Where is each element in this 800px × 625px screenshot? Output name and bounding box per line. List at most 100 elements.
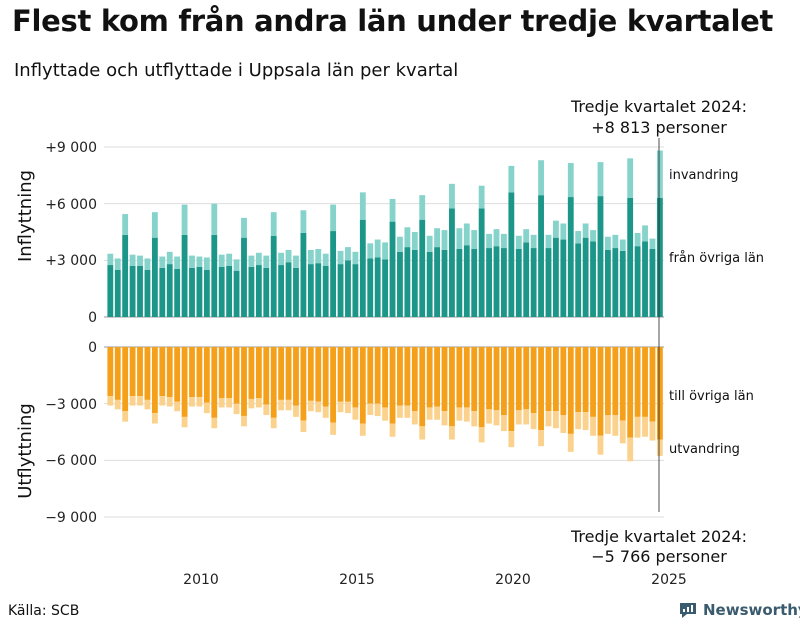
- inflow-bar-international: [404, 227, 411, 248]
- inflow-bar-international: [382, 242, 389, 260]
- inflow-bar-domestic: [226, 266, 233, 317]
- legend-fran-ovriga-lan: från övriga län: [669, 251, 764, 266]
- outflow-bar-domestic: [426, 347, 433, 408]
- outflow-bar-international: [330, 422, 337, 435]
- outflow-bar-domestic: [263, 347, 270, 405]
- outflow-bar-international: [382, 407, 389, 421]
- outflow-bar-domestic: [478, 347, 485, 428]
- inflow-bar-international: [411, 232, 418, 250]
- inflow-bar-domestic: [419, 219, 426, 317]
- outflow-bar-domestic: [560, 347, 567, 415]
- outflow-bar-international: [612, 415, 619, 436]
- outflow-bar-international: [523, 409, 530, 425]
- inflow-bar-domestic: [359, 219, 366, 317]
- inflow-bar-domestic: [501, 248, 507, 317]
- outflow-bar-international: [597, 435, 604, 455]
- inflow-bar-international: [293, 255, 299, 268]
- inflow-bar-domestic: [619, 250, 626, 317]
- inflow-bar-domestic: [523, 242, 530, 317]
- outflow-bar-international: [619, 420, 626, 444]
- inflow-bar-domestic: [218, 266, 225, 317]
- inflow-bar-domestic: [538, 195, 544, 317]
- inflow-bar-international: [515, 235, 522, 249]
- outflow-ytick-6000: −6 000: [45, 453, 97, 469]
- inflow-bar-international: [322, 253, 329, 266]
- inflow-annotation-line2: +8 813 personer: [591, 118, 727, 137]
- outflow-bar-domestic: [278, 347, 285, 400]
- outflow-bar-domestic: [359, 347, 366, 424]
- inflow-bar-domestic: [426, 251, 433, 317]
- inflow-bar-international: [300, 210, 307, 233]
- outflow-bar-international: [285, 399, 292, 411]
- outflow-ylabel: Utflyttning: [15, 403, 36, 499]
- inflow-ytick-6000: +6 000: [45, 197, 97, 213]
- inflow-bar-domestic: [166, 264, 173, 317]
- inflow-bar-domestic: [612, 248, 619, 317]
- inflow-bar-international: [203, 257, 210, 270]
- inflow-bar-international: [218, 254, 225, 267]
- inflow-bar-domestic: [151, 237, 158, 317]
- inflow-bar-international: [538, 160, 544, 196]
- outflow-bar-domestic: [419, 347, 426, 427]
- inflow-bar-domestic: [567, 197, 574, 317]
- outflow-bar-international: [463, 407, 470, 422]
- outflow-bar-domestic: [463, 347, 470, 408]
- inflow-bar-domestic: [330, 231, 337, 317]
- inflow-bar-domestic: [189, 267, 195, 317]
- inflow-bar-international: [129, 254, 136, 266]
- inflow-bar-domestic: [203, 269, 210, 317]
- outflow-bar-international: [107, 396, 114, 406]
- outflow-bar-domestic: [604, 347, 611, 415]
- gridlines: [104, 146, 664, 518]
- inflow-bar-domestic: [575, 243, 582, 317]
- inflow-bar-international: [590, 230, 596, 242]
- inflow-bar-international: [352, 251, 359, 265]
- outflow-bar-domestic: [575, 347, 582, 413]
- inflow-bar-international: [456, 228, 463, 249]
- outflow-bar-domestic: [151, 347, 158, 414]
- inflow-bar-domestic: [627, 198, 634, 317]
- outflow-bar-international: [226, 398, 233, 408]
- outflow-bar-international: [538, 430, 544, 447]
- inflow-bar-international: [389, 198, 396, 222]
- outflow-bar-domestic: [345, 347, 351, 402]
- inflow-bar-domestic: [278, 265, 285, 317]
- outflow-bar-domestic: [285, 347, 292, 400]
- outflow-ytick-3000: −3 000: [45, 397, 97, 413]
- outflow-bar-domestic: [159, 347, 166, 397]
- inflow-ytick-0: 0: [88, 310, 97, 326]
- inflow-bar-international: [241, 217, 247, 238]
- outflow-bar-domestic: [107, 347, 114, 397]
- inflow-bar-international: [181, 204, 188, 235]
- outflow-bar-international: [203, 402, 210, 414]
- inflow-ytick-3000: +3 000: [45, 253, 97, 269]
- inflow-bar-domestic: [382, 259, 389, 317]
- outflow-bar-domestic: [255, 347, 262, 398]
- outflow-bar-international: [359, 423, 366, 436]
- outflow-bar-domestic: [486, 347, 492, 410]
- legend-invandring: invandring: [669, 168, 738, 183]
- legend-utvandring: utvandring: [669, 442, 740, 457]
- inflow-bar-international: [493, 229, 500, 247]
- inflow-bar-international: [604, 236, 611, 250]
- outflow-bar-international: [300, 420, 307, 432]
- outflow-bar-international: [159, 396, 166, 406]
- outflow-bar-international: [181, 416, 188, 428]
- inflow-bar-domestic: [233, 270, 240, 317]
- outflow-bar-international: [575, 412, 582, 430]
- outflow-bar-international: [642, 416, 648, 437]
- inflow-bar-domestic: [107, 265, 114, 317]
- inflow-bar-domestic: [270, 235, 277, 317]
- xtick-2025: 2025: [651, 572, 687, 588]
- outflow-bar-international: [322, 406, 329, 418]
- outflow-bar-domestic: [597, 347, 604, 436]
- outflow-bar-domestic: [114, 347, 121, 400]
- inflow-bar-international: [441, 230, 448, 250]
- inflow-bar-international: [137, 255, 143, 266]
- outflow-bar-international: [501, 415, 507, 432]
- outflow-bar-domestic: [530, 347, 537, 414]
- outflow-annotation-line2: −5 766 personer: [591, 547, 727, 566]
- outflow-bar-domestic: [211, 347, 218, 418]
- inflow-bar-international: [478, 185, 485, 209]
- outflow-bar-international: [627, 437, 634, 462]
